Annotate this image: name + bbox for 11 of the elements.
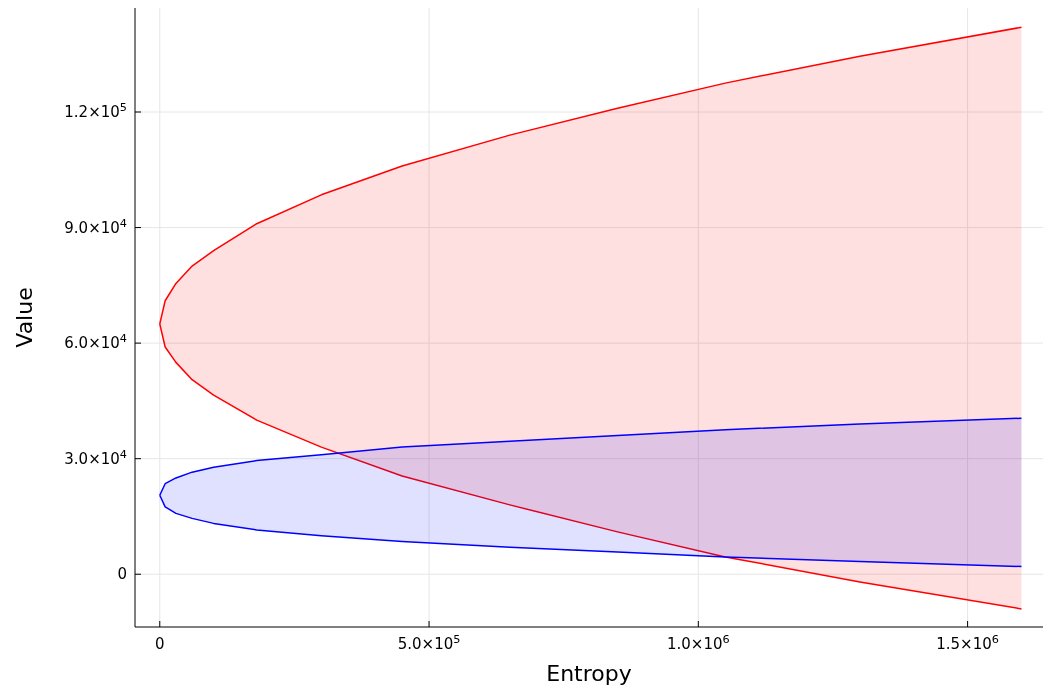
x-tick-label: 1.5×10$^{6}$ [936,632,999,653]
x-tick-label: 5.0×10$^{5}$ [397,632,461,653]
y-tick-label: 1.2×10$^{5}$ [64,100,127,121]
x-tick-label: 1.0×10$^{6}$ [666,632,730,653]
y-axis-title: Value [12,287,37,348]
y-tick-label: 6.0×10$^{4}$ [64,331,127,353]
y-tick-label: 9.0×10$^{4}$ [64,216,127,237]
y-tick-label: 3.0×10$^{4}$ [64,447,127,468]
x-axis-title: Entropy [546,661,632,686]
y-tick-label: 0 [117,565,127,584]
x-tick-label: 0 [155,635,165,653]
